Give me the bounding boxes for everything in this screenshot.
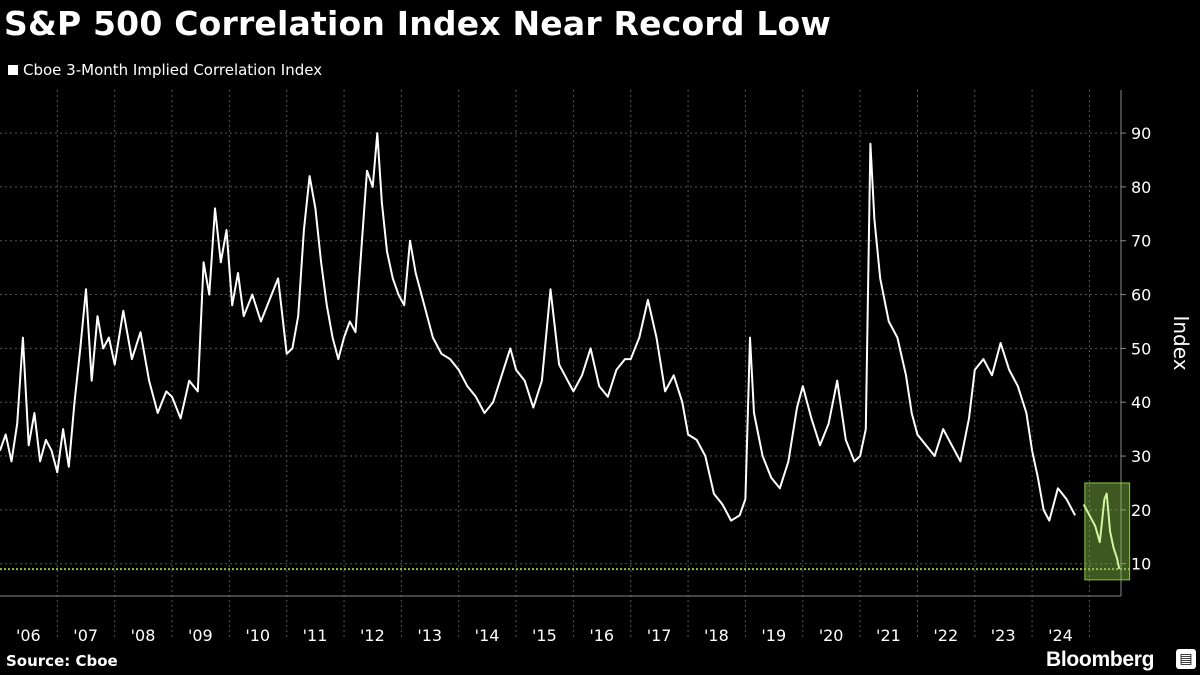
y-tick-label: 60 — [1131, 286, 1151, 305]
x-tick-label: '14 — [475, 626, 500, 645]
legend-label: Cboe 3-Month Implied Correlation Index — [23, 61, 323, 79]
terminal-icon: ▤ — [1176, 649, 1196, 669]
x-tick-label: '22 — [933, 626, 958, 645]
y-tick-label: 30 — [1131, 447, 1151, 466]
x-tick-label: '11 — [303, 626, 328, 645]
x-tick-label: '06 — [16, 626, 41, 645]
x-tick-label: '07 — [73, 626, 98, 645]
bloomberg-logo: Bloomberg — [1046, 648, 1155, 671]
legend-swatch — [8, 65, 18, 75]
x-tick-label: '13 — [417, 626, 442, 645]
y-tick-label: 80 — [1131, 178, 1151, 197]
x-tick-label: '24 — [1048, 626, 1073, 645]
x-tick-label: '16 — [589, 626, 614, 645]
series-line — [0, 132, 1076, 522]
x-tick-label: '20 — [819, 626, 844, 645]
source-note: Source: Cboe — [6, 652, 118, 670]
highlight-box — [1084, 482, 1131, 581]
chart-title: S&P 500 Correlation Index Near Record Lo… — [4, 4, 832, 43]
x-tick-label: '17 — [647, 626, 672, 645]
y-axis-label: Index — [1169, 315, 1193, 370]
y-tick-label: 50 — [1131, 339, 1151, 358]
x-tick-label: '12 — [360, 626, 385, 645]
y-tick-label: 40 — [1131, 393, 1151, 412]
x-tick-label: '09 — [188, 626, 213, 645]
x-tick-label: '10 — [245, 626, 270, 645]
x-tick-label: '19 — [761, 626, 786, 645]
y-tick-label: 10 — [1131, 555, 1151, 574]
y-tick-label: 90 — [1131, 124, 1151, 143]
x-tick-label: '15 — [532, 626, 557, 645]
highlight-series-line — [1082, 492, 1121, 570]
x-tick-label: '08 — [131, 626, 156, 645]
x-tick-label: '21 — [876, 626, 901, 645]
x-tick-label: '23 — [991, 626, 1016, 645]
y-tick-label: 70 — [1131, 232, 1151, 251]
y-tick-label: 20 — [1131, 501, 1151, 520]
x-tick-label: '18 — [704, 626, 729, 645]
legend: Cboe 3-Month Implied Correlation Index — [8, 61, 322, 79]
